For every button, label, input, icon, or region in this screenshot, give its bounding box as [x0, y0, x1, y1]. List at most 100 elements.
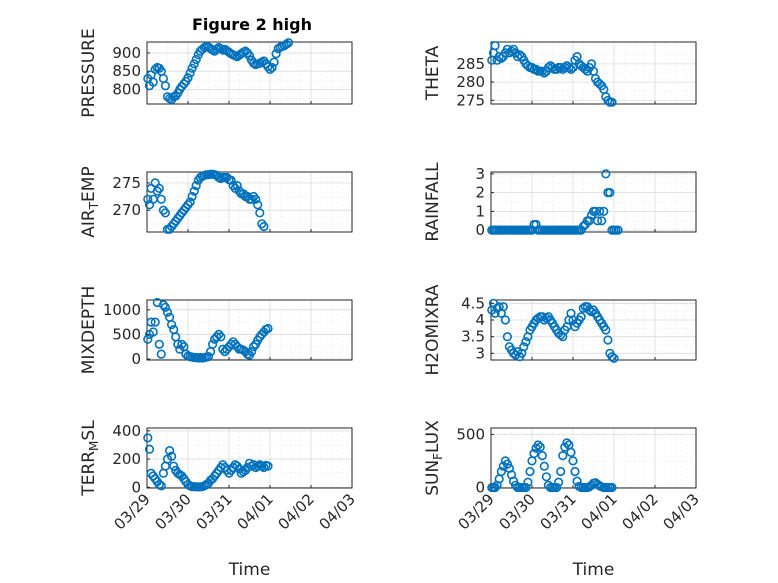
data-point — [259, 221, 269, 232]
data-point — [267, 62, 277, 73]
data-point — [490, 482, 500, 493]
data-point — [521, 337, 531, 347]
data-point — [263, 323, 273, 334]
data-point — [146, 317, 156, 327]
data-point — [165, 446, 175, 456]
data-point — [154, 339, 164, 349]
data-point — [281, 39, 292, 49]
data-point — [169, 461, 179, 471]
data-point — [150, 64, 160, 74]
data-point — [553, 477, 564, 487]
data-point — [167, 451, 177, 461]
data-point — [249, 342, 259, 352]
data-point — [253, 200, 263, 210]
data-point — [283, 38, 294, 48]
data-point — [191, 181, 201, 191]
data-point — [594, 206, 605, 216]
data-point — [572, 476, 582, 486]
data-point — [519, 342, 529, 352]
data-point — [160, 81, 170, 91]
y-tick-label: 200 — [112, 450, 141, 468]
data-point — [539, 461, 549, 471]
x-tick-label: 04/02 — [619, 490, 662, 533]
data-point — [143, 194, 153, 204]
data-point — [212, 332, 222, 342]
x-tick-label: 03/29 — [455, 490, 498, 533]
y-axis-label: H2OMIXRA — [423, 284, 443, 375]
data-point — [244, 51, 255, 61]
data-point — [570, 466, 580, 477]
x-tick-label: 04/03 — [316, 490, 359, 533]
y-tick-label: 0 — [131, 350, 141, 368]
y-axis-label: THETA — [423, 45, 443, 101]
x-tick-label: 03/30 — [496, 490, 539, 533]
data-point — [490, 308, 500, 318]
data-point — [185, 68, 195, 78]
panel-6: 33.544.5 H2OMIXRA — [423, 284, 697, 376]
data-point — [521, 482, 531, 493]
x-tick-label: 03/30 — [152, 490, 195, 533]
data-point — [502, 332, 513, 342]
data-point — [599, 206, 609, 216]
data-point — [162, 307, 173, 317]
data-point — [607, 97, 617, 107]
y-tick-label: 1000 — [103, 301, 141, 319]
x-tick-label: 04/01 — [234, 490, 277, 533]
data-point — [251, 194, 261, 204]
data-point — [525, 466, 535, 477]
y-axis-label: TERRMSL — [79, 420, 101, 497]
data-point — [179, 79, 189, 89]
data-point — [523, 477, 533, 487]
data-point — [183, 73, 193, 83]
data-point — [535, 442, 545, 452]
plot-frame — [490, 171, 697, 233]
y-tick-label: 1 — [475, 202, 485, 220]
plot-frame — [146, 427, 353, 489]
data-point — [533, 440, 543, 450]
data-point — [265, 64, 275, 74]
data-point — [490, 40, 500, 51]
data-point — [529, 448, 539, 459]
y-axis-label: SUNFLUX — [423, 420, 445, 496]
y-tick-label: 3.5 — [461, 328, 485, 346]
data-point — [177, 339, 187, 349]
data-point — [191, 54, 201, 65]
data-point — [189, 186, 199, 196]
data-point — [566, 447, 576, 458]
data-point — [543, 62, 554, 73]
plot-frame — [146, 299, 353, 361]
data-point — [551, 482, 562, 493]
data-point — [502, 459, 513, 469]
data-point — [558, 451, 568, 461]
y-tick-label: 2 — [475, 184, 485, 202]
data-point — [203, 352, 214, 362]
x-tick-label: 03/31 — [537, 490, 580, 533]
data-point — [568, 456, 578, 466]
data-point — [156, 349, 166, 359]
y-tick-label: 3 — [475, 344, 485, 362]
data-point — [154, 479, 164, 490]
data-point — [148, 77, 158, 87]
data-point — [156, 194, 166, 204]
data-point — [144, 444, 155, 454]
data-point — [167, 320, 177, 330]
data-point — [607, 352, 617, 362]
data-point — [537, 451, 547, 461]
data-point — [566, 64, 576, 74]
data-point — [607, 482, 617, 493]
panel-3: 270 275 AIRTEMP — [79, 166, 353, 238]
x-axis-label: Time — [572, 560, 615, 580]
data-point — [156, 481, 166, 491]
data-point — [154, 183, 164, 193]
y-tick-label: 500 — [456, 425, 485, 443]
data-point — [255, 208, 265, 218]
data-point — [269, 57, 279, 67]
y-tick-label: 4 — [475, 311, 485, 329]
data-point — [187, 191, 197, 202]
data-point — [605, 188, 615, 198]
data-point — [592, 216, 603, 226]
data-point — [562, 438, 572, 448]
